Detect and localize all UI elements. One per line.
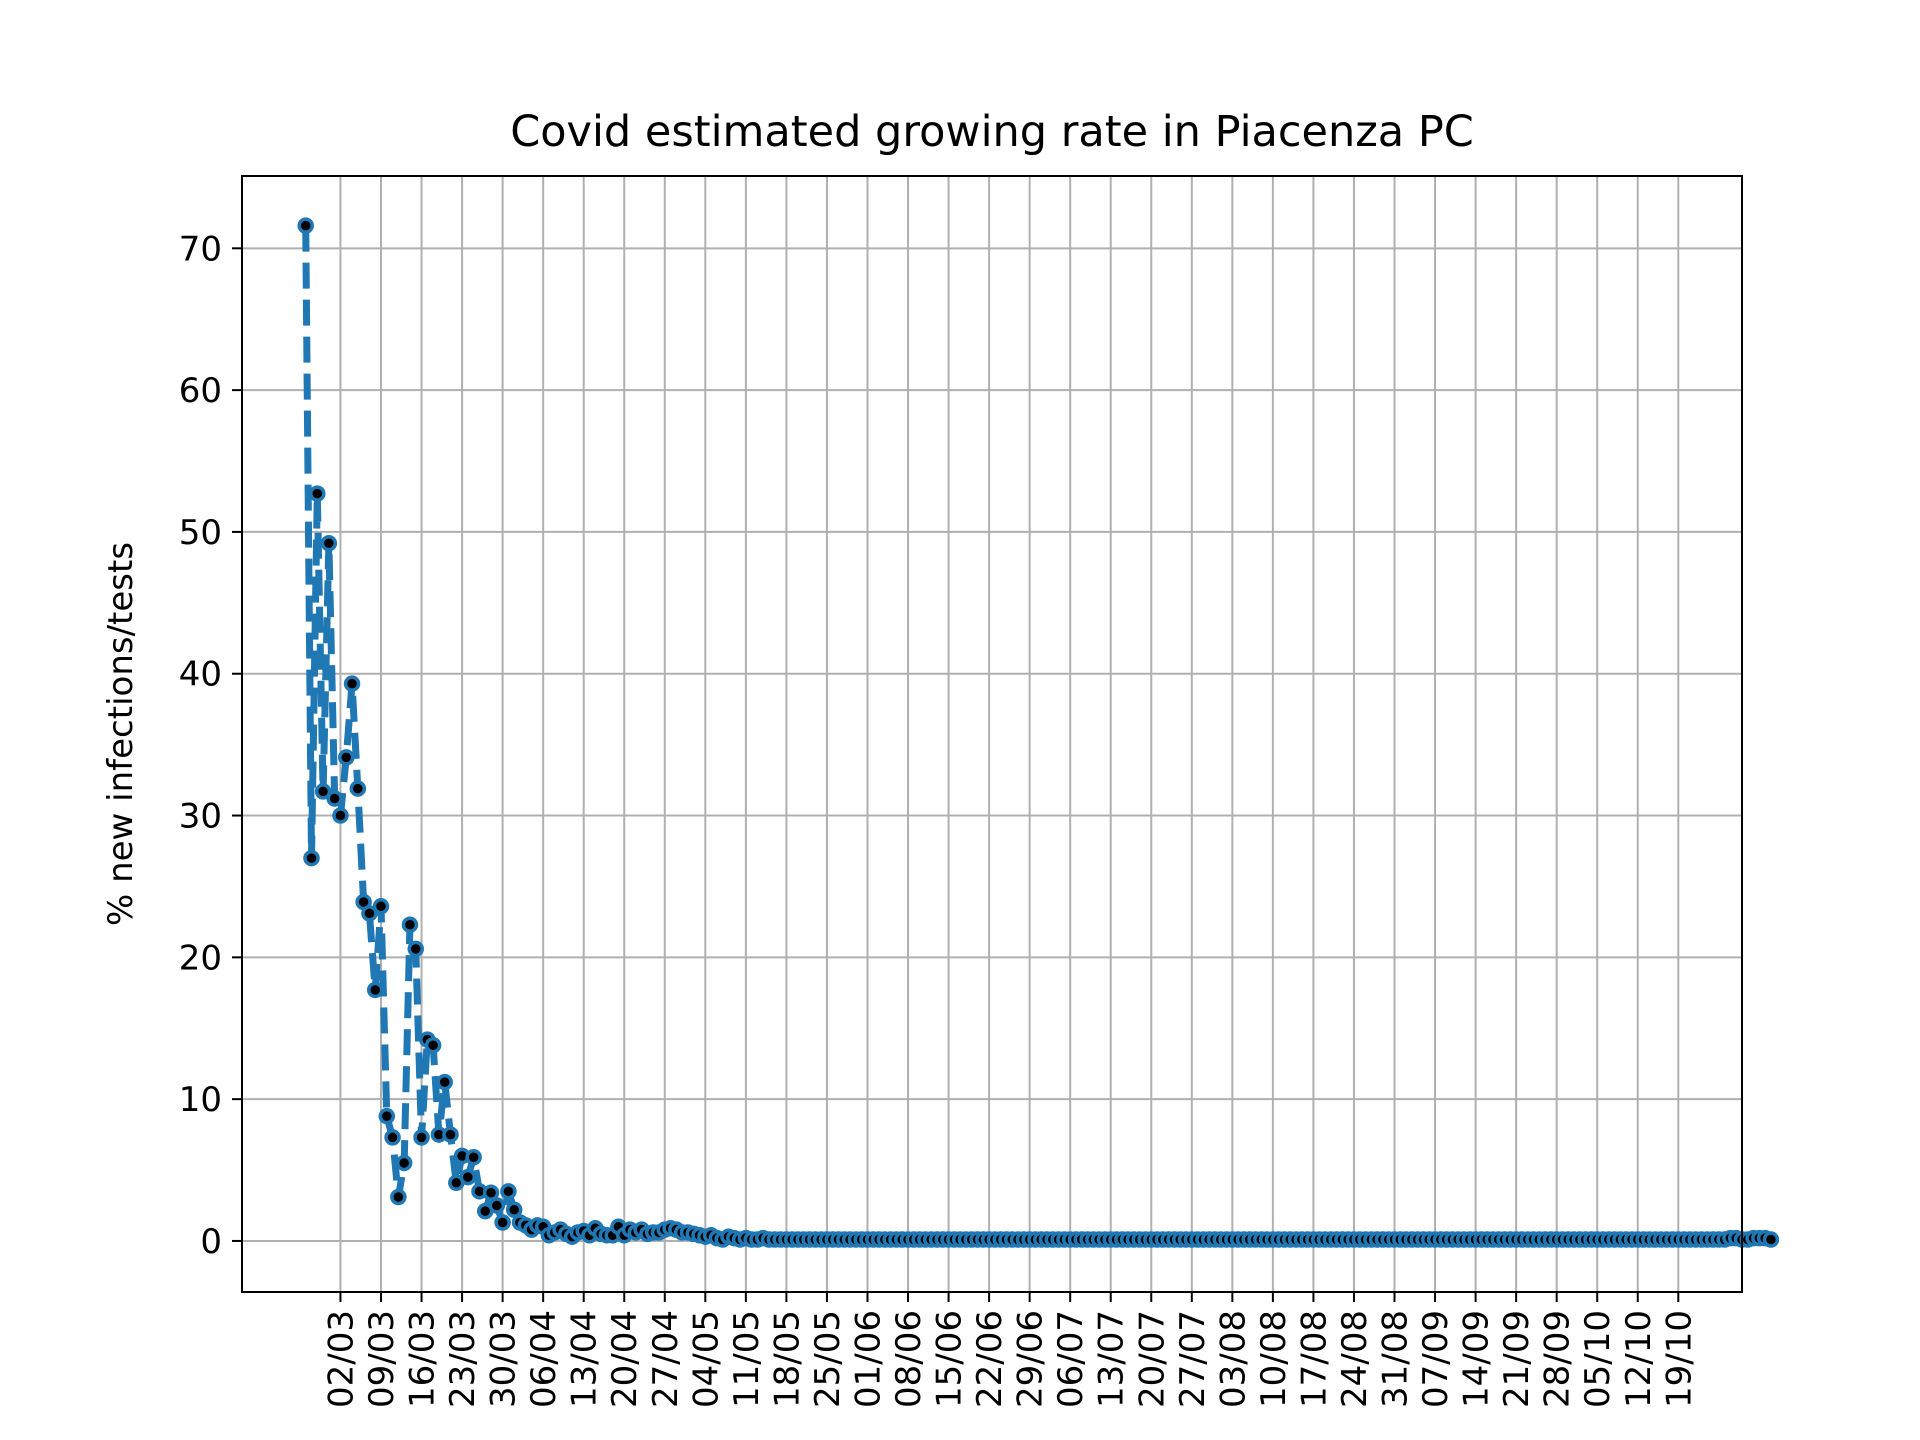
data-point [378, 1107, 396, 1125]
x-tick-label: 20/04 [605, 1310, 645, 1408]
data-point [366, 981, 384, 999]
x-tick-label: 14/09 [1457, 1310, 1497, 1408]
data-point [407, 940, 424, 958]
data-point [297, 217, 314, 234]
x-tick-label: 17/08 [1294, 1310, 1334, 1408]
y-axis-label: % new infections/tests [101, 542, 141, 926]
x-tick-label: 06/04 [524, 1310, 564, 1408]
x-tick-label: 07/09 [1416, 1310, 1456, 1408]
x-tick-label: 23/03 [443, 1310, 483, 1408]
y-tick-label: 60 [179, 371, 222, 411]
x-tick-label: 24/08 [1335, 1310, 1375, 1408]
x-tick-label: 05/10 [1578, 1310, 1618, 1408]
data-point [505, 1201, 523, 1218]
x-tick-label: 31/08 [1376, 1310, 1416, 1408]
grid-lines [242, 176, 1742, 1292]
x-tick-label: 20/07 [1132, 1310, 1172, 1408]
x-tick-label: 27/07 [1173, 1310, 1213, 1408]
x-axis-ticks: 02/03 09/03 16/03 23/03 30/03 06/04 13/04 20/04… [321, 1292, 1699, 1408]
x-tick-label: 16/03 [403, 1310, 443, 1408]
data-point [1762, 1231, 1780, 1248]
x-tick-label: 09/03 [362, 1310, 402, 1408]
data-point [320, 535, 338, 552]
x-tick-label: 29/06 [1011, 1310, 1051, 1408]
data-point [343, 675, 361, 692]
data-series [297, 217, 1780, 1248]
chart-title: Covid estimated growing rate in Piacenza… [510, 107, 1474, 157]
x-tick-label: 03/08 [1213, 1310, 1253, 1408]
data-point [401, 916, 419, 933]
data-point [442, 1126, 459, 1143]
y-tick-label: 30 [179, 797, 222, 837]
x-tick-label: 22/06 [970, 1310, 1010, 1408]
plot-area-frame [241, 175, 1743, 1293]
data-point [413, 1129, 430, 1146]
x-tick-label: 06/07 [1051, 1310, 1091, 1408]
data-point [482, 1184, 500, 1201]
y-tick-label: 40 [179, 655, 222, 695]
y-axis-ticks: 0 10 20 30 40 50 60 70 [179, 229, 242, 1262]
data-point [500, 1183, 517, 1200]
x-tick-label: 25/05 [808, 1310, 848, 1408]
x-tick-label: 12/10 [1619, 1310, 1659, 1408]
x-tick-label: 28/09 [1538, 1310, 1578, 1408]
x-tick-label: 13/07 [1092, 1310, 1132, 1408]
x-tick-label: 21/09 [1497, 1310, 1537, 1408]
x-tick-label: 13/04 [565, 1310, 605, 1408]
y-tick-label: 50 [179, 513, 222, 553]
y-tick-label: 20 [179, 938, 222, 978]
x-tick-label: 10/08 [1254, 1310, 1294, 1408]
x-tick-label: 04/05 [686, 1310, 726, 1408]
x-tick-label: 15/06 [930, 1310, 970, 1408]
x-tick-label: 02/03 [321, 1310, 361, 1408]
data-point [459, 1168, 477, 1186]
x-tick-label: 18/05 [767, 1310, 807, 1408]
data-point [488, 1197, 506, 1214]
data-point [326, 790, 343, 807]
data-point [395, 1154, 413, 1172]
x-tick-label: 11/05 [727, 1310, 767, 1408]
data-point [309, 485, 326, 502]
data-point [314, 783, 332, 800]
data-point [465, 1149, 482, 1166]
data-point [349, 780, 367, 797]
data-point [436, 1073, 453, 1091]
data-point [338, 749, 355, 766]
x-tick-label: 19/10 [1659, 1310, 1699, 1408]
data-point [372, 898, 390, 915]
y-tick-label: 10 [179, 1080, 222, 1120]
data-point [424, 1037, 442, 1054]
x-tick-label: 30/03 [484, 1310, 524, 1408]
x-tick-label: 27/04 [646, 1310, 686, 1408]
y-tick-label: 0 [200, 1222, 222, 1262]
data-point [384, 1129, 401, 1146]
data-point [332, 807, 349, 824]
data-point [390, 1188, 407, 1206]
x-tick-label: 01/06 [848, 1310, 888, 1408]
x-tick-label: 08/06 [889, 1310, 929, 1408]
data-point [361, 905, 378, 922]
y-tick-label: 70 [179, 229, 222, 269]
data-point [494, 1214, 511, 1231]
data-point [303, 849, 320, 867]
